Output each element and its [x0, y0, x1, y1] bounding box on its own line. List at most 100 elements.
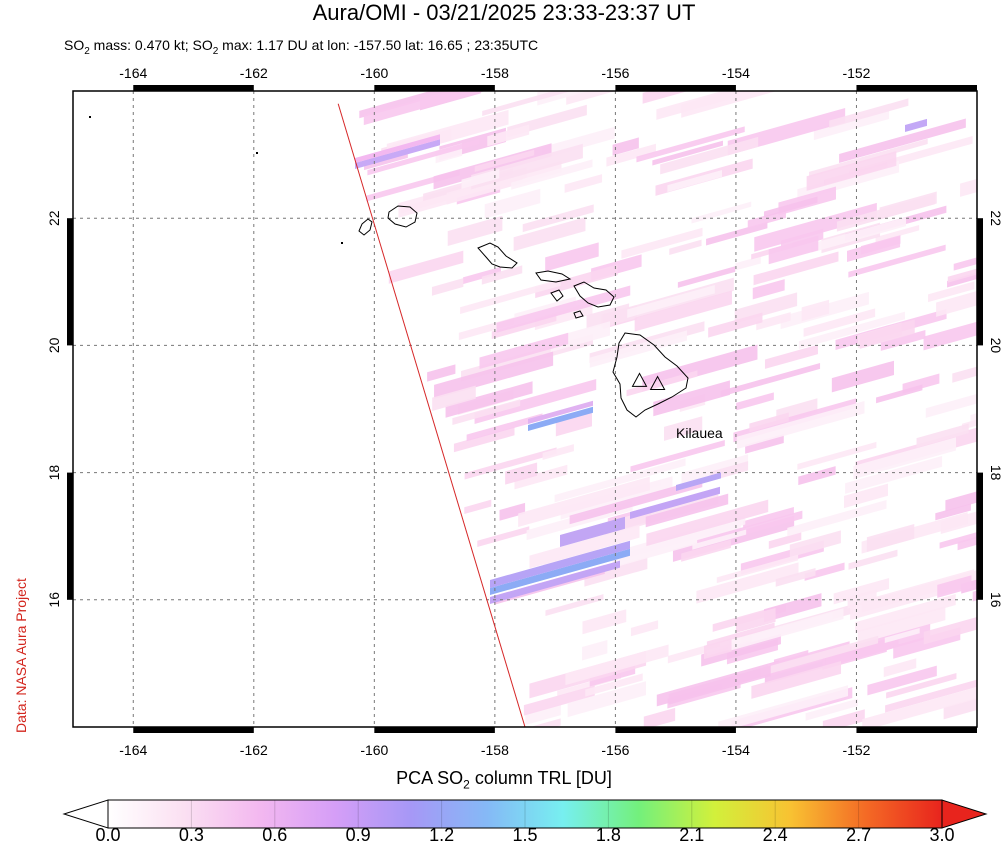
volcano-markers	[631, 372, 666, 391]
retrieval-pixel	[474, 378, 597, 424]
retrieval-pixel	[427, 364, 456, 382]
volcano-triangle-icon	[631, 372, 648, 387]
lon-label-top: -164	[119, 65, 147, 81]
retrieval-pixel-strong	[630, 486, 720, 519]
retrieval-pixel	[947, 268, 977, 283]
retrieval-pixel	[962, 419, 977, 430]
retrieval-pixel	[479, 332, 569, 369]
island-oahu	[477, 242, 518, 269]
retrieval-pixel	[867, 665, 937, 696]
axis-tick-labels: -164 -164 -162 -162 -160 -160 -158 -158 -156 -156…	[46, 65, 1004, 758]
retrieval-pixel	[626, 370, 698, 397]
so2-subscript: 2	[84, 45, 90, 57]
retrieval-pixel	[836, 194, 935, 232]
retrieval-pixel	[388, 250, 464, 284]
retrieval-pixel	[953, 257, 977, 271]
so2-label: SO	[64, 37, 85, 53]
island-maui	[573, 281, 615, 308]
retrieval-pixel	[652, 140, 723, 166]
retrieval-pixel	[460, 279, 561, 314]
retrieval-pixel	[718, 685, 848, 727]
retrieval-pixel	[787, 500, 887, 537]
retrieval-pixel	[499, 502, 526, 521]
colorbar-tick-label: 0.3	[178, 825, 204, 845]
retrieval-pixel	[582, 609, 627, 635]
colorbar-tick-label: 3.0	[929, 825, 955, 845]
retrieval-pixel	[935, 503, 971, 521]
retrieval-pixel	[643, 707, 676, 727]
retrieval-pixel	[763, 196, 818, 218]
retrieval-pixel	[880, 329, 926, 351]
retrieval-pixel	[703, 638, 732, 660]
retrieval-pixel	[589, 330, 687, 368]
retrieval-pixel	[860, 235, 901, 255]
colorbar-over-arrow	[941, 799, 988, 829]
retrieval-pixel	[756, 312, 791, 331]
retrieval-pixel	[845, 456, 943, 494]
retrieval-pixel	[862, 686, 977, 727]
lon-label-bottom: -154	[722, 742, 750, 758]
frame-band-top	[856, 85, 977, 91]
retrieval-pixel	[937, 575, 972, 598]
retrieval-pixel	[753, 251, 839, 286]
retrieval-pixel	[464, 447, 557, 480]
lat-label-right: 18	[988, 465, 1004, 481]
retrieval-pixel	[734, 292, 798, 324]
retrieval-pixel	[972, 590, 977, 602]
retrieval-pixel	[831, 360, 894, 393]
lat-label-left: 20	[46, 337, 62, 353]
retrieval-pixel	[606, 143, 656, 167]
frame-tick-bars	[67, 85, 983, 733]
retrieval-pixel	[545, 242, 599, 272]
retrieval-pixel	[923, 321, 977, 351]
retrieval-pixel	[474, 149, 535, 173]
retrieval-pixel	[484, 188, 541, 219]
islet-1	[89, 116, 91, 118]
colorbar-title-post: column TRL [DU]	[469, 768, 612, 788]
retrieval-pixel	[936, 291, 977, 317]
retrieval-pixel	[706, 622, 775, 647]
lon-label-bottom: -164	[119, 742, 147, 758]
retrieval-pixel	[745, 434, 784, 454]
graticule	[73, 91, 977, 727]
lat-label-right: 20	[988, 338, 1004, 354]
map-frame	[72, 90, 978, 728]
lon-label-top: -156	[601, 65, 629, 81]
retrieval-pixel	[667, 169, 723, 193]
colorbar-title-sub: 2	[463, 777, 470, 792]
retrieval-pixel	[696, 562, 799, 604]
frame-band-top	[615, 85, 736, 91]
retrieval-pixel	[798, 466, 836, 486]
lon-label-top: -162	[240, 65, 268, 81]
retrieval-pixel	[848, 244, 946, 278]
frame-band-bottom	[615, 727, 736, 733]
colorbar-title-pre: PCA SO	[396, 768, 464, 788]
lat-label-left: 16	[46, 592, 62, 608]
colorbar-under-arrow	[62, 799, 109, 829]
frame-band-right	[977, 472, 983, 600]
retrieval-pixel	[839, 118, 966, 164]
retrieval-pixel	[720, 362, 821, 397]
retrieval-pixel	[432, 385, 476, 411]
colorbar-tick-label: 2.4	[762, 825, 788, 845]
retrieval-pixel	[565, 644, 669, 686]
lon-label-top: -158	[481, 65, 509, 81]
retrieval-pixel	[461, 169, 500, 189]
retrieval-pixel	[743, 506, 794, 529]
retrieval-pixel	[511, 159, 593, 190]
retrieval-pixel	[763, 593, 822, 623]
frame-band-bottom	[133, 727, 254, 733]
lon-label-bottom: -152	[842, 742, 870, 758]
island-hawaii	[612, 332, 689, 418]
retrieval-pixel	[533, 718, 561, 727]
retrieval-pixel	[630, 439, 725, 473]
colorbar-tick-label: 0.6	[262, 825, 288, 845]
lon-label-bottom: -156	[601, 742, 629, 758]
retrieval-pixel	[885, 679, 977, 713]
volcano-triangle-icon	[649, 375, 666, 391]
retrieval-pixel	[708, 312, 763, 338]
retrieval-pixel	[928, 281, 975, 303]
retrieval-pixel	[811, 217, 907, 253]
retrieval-pixel	[447, 215, 503, 246]
retrieval-pixel-strong	[560, 516, 625, 547]
